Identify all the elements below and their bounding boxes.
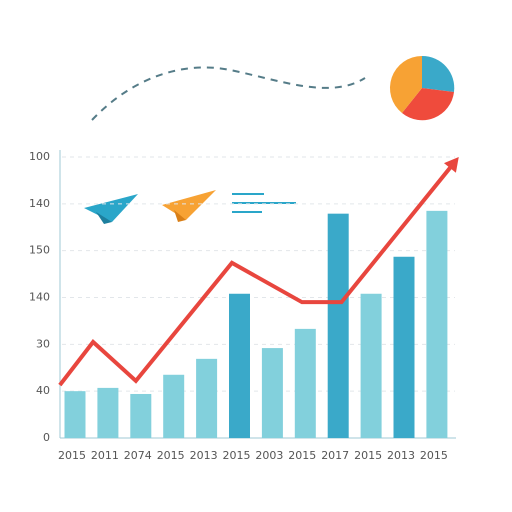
x-tick-label: 2015 — [223, 449, 251, 462]
x-tick-label: 2015 — [58, 449, 86, 462]
bar — [196, 358, 218, 438]
x-tick-label: 2013 — [190, 449, 218, 462]
bar — [327, 213, 349, 438]
bar — [229, 293, 250, 438]
decor-plane-blue — [84, 194, 138, 224]
bar — [261, 348, 283, 438]
x-tick-label: 2003 — [255, 449, 283, 462]
bar — [163, 374, 185, 438]
bar — [360, 293, 382, 438]
x-tick-label: 2015 — [420, 449, 448, 462]
decor-lines — [232, 193, 296, 213]
x-tick-label: 2015 — [354, 449, 382, 462]
y-tick-label: 30 — [36, 337, 50, 350]
x-tick-label: 2015 — [288, 449, 316, 462]
bar — [393, 256, 415, 438]
x-tick-label: 2013 — [387, 449, 415, 462]
y-tick-label: 100 — [29, 150, 50, 163]
x-tick-label: 2015 — [157, 449, 185, 462]
bar — [294, 328, 316, 438]
bar — [64, 391, 86, 438]
y-tick-label: 140 — [29, 291, 50, 304]
bar — [97, 387, 119, 438]
bar — [426, 210, 448, 438]
decor-pie — [389, 55, 455, 121]
decor-curve — [91, 66, 366, 121]
y-tick-label: 0 — [43, 431, 50, 444]
x-tick-label: 2017 — [321, 449, 349, 462]
y-tick-label: 150 — [29, 244, 50, 257]
x-tick-label: 2011 — [91, 449, 119, 462]
trend-line — [58, 160, 457, 387]
bar — [130, 393, 152, 438]
x-tick-label: 2074 — [124, 449, 152, 462]
trend-arrowhead — [443, 157, 459, 173]
y-tick-label: 40 — [36, 384, 50, 397]
y-tick-label: 140 — [29, 197, 50, 210]
decor-plane-orange — [162, 190, 216, 222]
